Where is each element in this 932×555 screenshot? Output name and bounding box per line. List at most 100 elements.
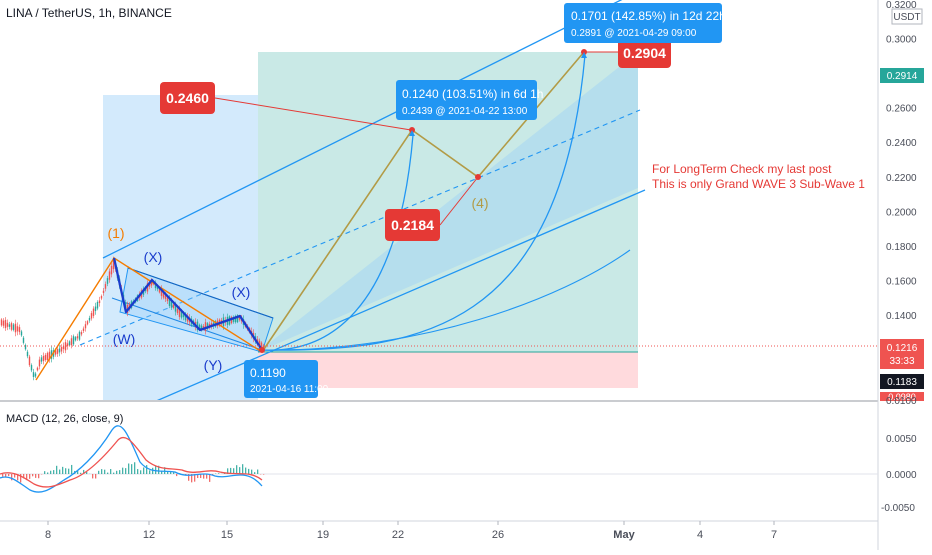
candle-body (29, 357, 30, 365)
macd-bar (104, 470, 105, 474)
macd-title: MACD (12, 26, close, 9) (6, 413, 123, 425)
macd-bar (47, 472, 48, 474)
candle-body (75, 337, 76, 340)
callout-line1: 0.1240 (103.51%) in 6d 1h (402, 87, 543, 101)
countdown-value: 33:33 (889, 356, 914, 367)
candle-body (101, 296, 102, 298)
candle-body (109, 271, 110, 279)
candle-body (111, 266, 112, 274)
price-tick: 0.2600 (886, 104, 917, 115)
candle-body (89, 318, 90, 321)
time-tick: 26 (492, 529, 504, 541)
wave-shaded-box (103, 95, 258, 405)
macd-bar (131, 464, 132, 474)
macd-bar (38, 474, 39, 478)
macd-bar (65, 468, 66, 474)
time-tick: May (613, 529, 635, 541)
candle-body (1, 319, 2, 325)
macd-bar (59, 470, 60, 474)
macd-bar (176, 474, 177, 476)
candle-body (99, 300, 100, 303)
candle-body (95, 307, 96, 311)
macd-bar (95, 474, 96, 479)
candle-body (33, 372, 34, 377)
candle-body (77, 336, 78, 338)
macd-tick: -0.0050 (881, 503, 915, 514)
candle-body (83, 329, 84, 331)
macd-bar (29, 474, 30, 479)
candle-body (79, 332, 80, 340)
candle-body (35, 374, 36, 377)
wave-label: (1) (107, 225, 124, 241)
candle-body (173, 304, 174, 307)
time-tick: 8 (45, 529, 51, 541)
macd-bar (119, 470, 120, 474)
candle-body (105, 284, 106, 289)
macd-bar (239, 467, 240, 474)
time-tick: 15 (221, 529, 233, 541)
macd-bar (263, 474, 264, 475)
candle-body (7, 323, 8, 327)
candle-body (177, 309, 178, 313)
last-price-value: 0.1216 (887, 343, 918, 354)
macd-bar (68, 469, 69, 474)
macd-bar (254, 472, 255, 474)
time-tick: 22 (392, 529, 404, 541)
candle-body (41, 357, 42, 361)
candle-body (3, 321, 4, 326)
wave-label: (W) (113, 331, 136, 347)
candle-body (69, 341, 70, 345)
macd-bar (92, 474, 93, 478)
macd-bar (110, 469, 111, 474)
candle-body (37, 368, 38, 371)
candle-body (45, 355, 46, 360)
candle-body (97, 302, 98, 308)
macd-bar (50, 471, 51, 474)
macd-bar (122, 468, 123, 474)
macd-bar (155, 466, 156, 474)
signal-line (0, 437, 262, 487)
macd-bar (56, 466, 57, 474)
target-value: 0.2184 (391, 217, 434, 233)
pt-marker (259, 347, 265, 353)
candle-body (67, 343, 68, 346)
macd-bar (44, 471, 45, 474)
candle-body (93, 309, 94, 316)
macd-bar (125, 468, 126, 474)
macd-bar (32, 474, 33, 476)
candle-body (71, 338, 72, 345)
candle-body (65, 342, 66, 350)
note-line-1: For LongTerm Check my last post (652, 162, 865, 177)
candle-body (47, 353, 48, 360)
macd-bar (11, 474, 12, 480)
candle-body (43, 356, 44, 361)
macd-bar (8, 474, 9, 476)
macd-bar (116, 471, 117, 474)
macd-bar (248, 469, 249, 474)
macd-bar (53, 470, 54, 474)
time-tick: 4 (697, 529, 703, 541)
macd-bar (113, 473, 114, 474)
macd-bar (80, 473, 81, 474)
target-value: 0.2904 (623, 45, 666, 61)
macd-bar (245, 468, 246, 474)
macd-line (0, 426, 262, 492)
target-value: 0.2460 (166, 90, 209, 106)
callout-line1: 0.1701 (142.85%) in 12d 22h (571, 9, 726, 23)
candle-body (9, 324, 10, 327)
macd-bar (107, 473, 108, 474)
macd-bar (218, 473, 219, 474)
wave-label: (X) (144, 249, 163, 265)
callout-line1: 0.1190 (250, 366, 286, 380)
wave-label: (Y) (204, 357, 223, 373)
candle-body (25, 345, 26, 349)
time-tick: 19 (317, 529, 329, 541)
currency-label: USDT (893, 12, 920, 23)
candle-body (85, 324, 86, 328)
time-tick: 7 (771, 529, 777, 541)
candle-body (17, 326, 18, 331)
macd-bar (140, 470, 141, 474)
macd-bar (134, 462, 135, 474)
